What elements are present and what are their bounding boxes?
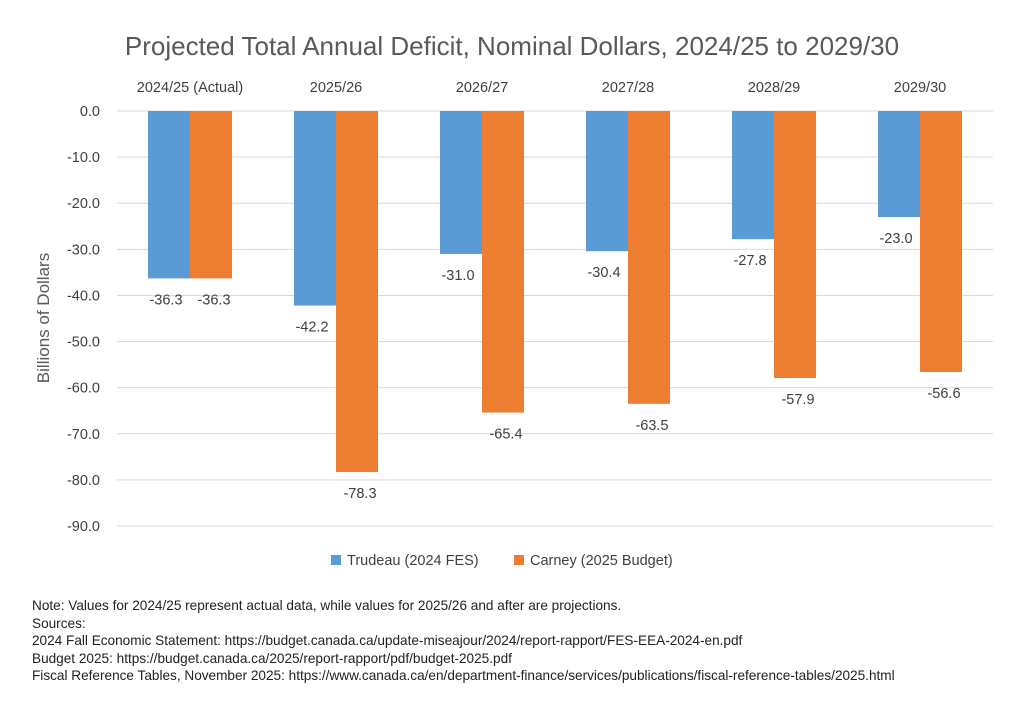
gridlines: [117, 110, 993, 527]
source-line: 2024 Fall Economic Statement: https://bu…: [32, 633, 743, 649]
sources-heading: Sources:: [32, 615, 86, 631]
data-labels: -36.3 -42.2 -31.0 -30.4 -27.8 -23.0 -36.3 -78.3…: [149, 231, 960, 502]
category-label: 2025/26: [310, 80, 362, 96]
bar: [586, 111, 628, 252]
category-label: 2026/27: [456, 80, 508, 96]
data-label: -23.0: [879, 231, 912, 247]
note-text: Note: Values for 2024/25 represent actua…: [32, 598, 622, 613]
y-tick-label: -40.0: [67, 288, 100, 304]
y-tick-label: -80.0: [67, 473, 100, 489]
data-label: -31.0: [441, 268, 474, 284]
legend-label: Carney (2025 Budget): [530, 553, 673, 569]
bar: [920, 111, 962, 372]
bar: [336, 111, 378, 473]
data-label: -36.3: [197, 292, 230, 308]
y-tick-labels: 0.0 -10.0 -20.0 -30.0 -40.0 -50.0 -60.0 -70.0 -8…: [67, 104, 100, 535]
y-tick-label: -20.0: [67, 196, 100, 212]
category-label: 2028/29: [748, 80, 800, 96]
y-tick-label: 0.0: [80, 104, 100, 120]
legend-swatch: [331, 555, 341, 565]
y-tick-label: -50.0: [67, 335, 100, 351]
y-tick-label: -10.0: [67, 150, 100, 166]
bar: [190, 111, 232, 279]
chart-title: Projected Total Annual Deficit, Nominal …: [125, 31, 899, 61]
bar: [878, 111, 920, 218]
category-labels: 2024/25 (Actual) 2025/26 2026/27 2027/28 202…: [137, 80, 946, 96]
data-label: -30.4: [587, 265, 620, 281]
category-label: 2029/30: [894, 80, 946, 96]
bars: [148, 111, 962, 473]
data-label: -63.5: [635, 418, 668, 434]
legend: Trudeau (2024 FES) Carney (2025 Budget): [331, 553, 673, 569]
bar: [294, 111, 336, 306]
y-tick-label: -70.0: [67, 427, 100, 443]
bar: [148, 111, 190, 279]
notes: Note: Values for 2024/25 represent actua…: [32, 597, 1012, 685]
data-label: -42.2: [295, 320, 328, 336]
source-line: Budget 2025: https://budget.canada.ca/20…: [32, 650, 512, 666]
category-label: 2024/25 (Actual): [137, 80, 243, 96]
data-label: -36.3: [149, 292, 182, 308]
data-label: -56.6: [927, 386, 960, 402]
source-line: Fiscal Reference Tables, November 2025: …: [32, 668, 895, 684]
legend-swatch: [514, 555, 524, 565]
bar: [774, 111, 816, 378]
y-tick-label: -60.0: [67, 381, 100, 397]
chart: Projected Total Annual Deficit, Nominal …: [34, 31, 993, 569]
data-label: -78.3: [343, 486, 376, 502]
bar: [628, 111, 670, 404]
data-label: -65.4: [489, 427, 522, 443]
y-axis-label: Billions of Dollars: [34, 253, 53, 383]
y-tick-label: -30.0: [67, 242, 100, 258]
y-tick-label: -90.0: [67, 519, 100, 535]
bar: [482, 111, 524, 413]
data-label: -57.9: [781, 392, 814, 408]
bar: [732, 111, 774, 240]
data-label: -27.8: [733, 253, 766, 269]
bar: [440, 111, 482, 254]
category-label: 2027/28: [602, 80, 654, 96]
legend-label: Trudeau (2024 FES): [347, 553, 479, 569]
